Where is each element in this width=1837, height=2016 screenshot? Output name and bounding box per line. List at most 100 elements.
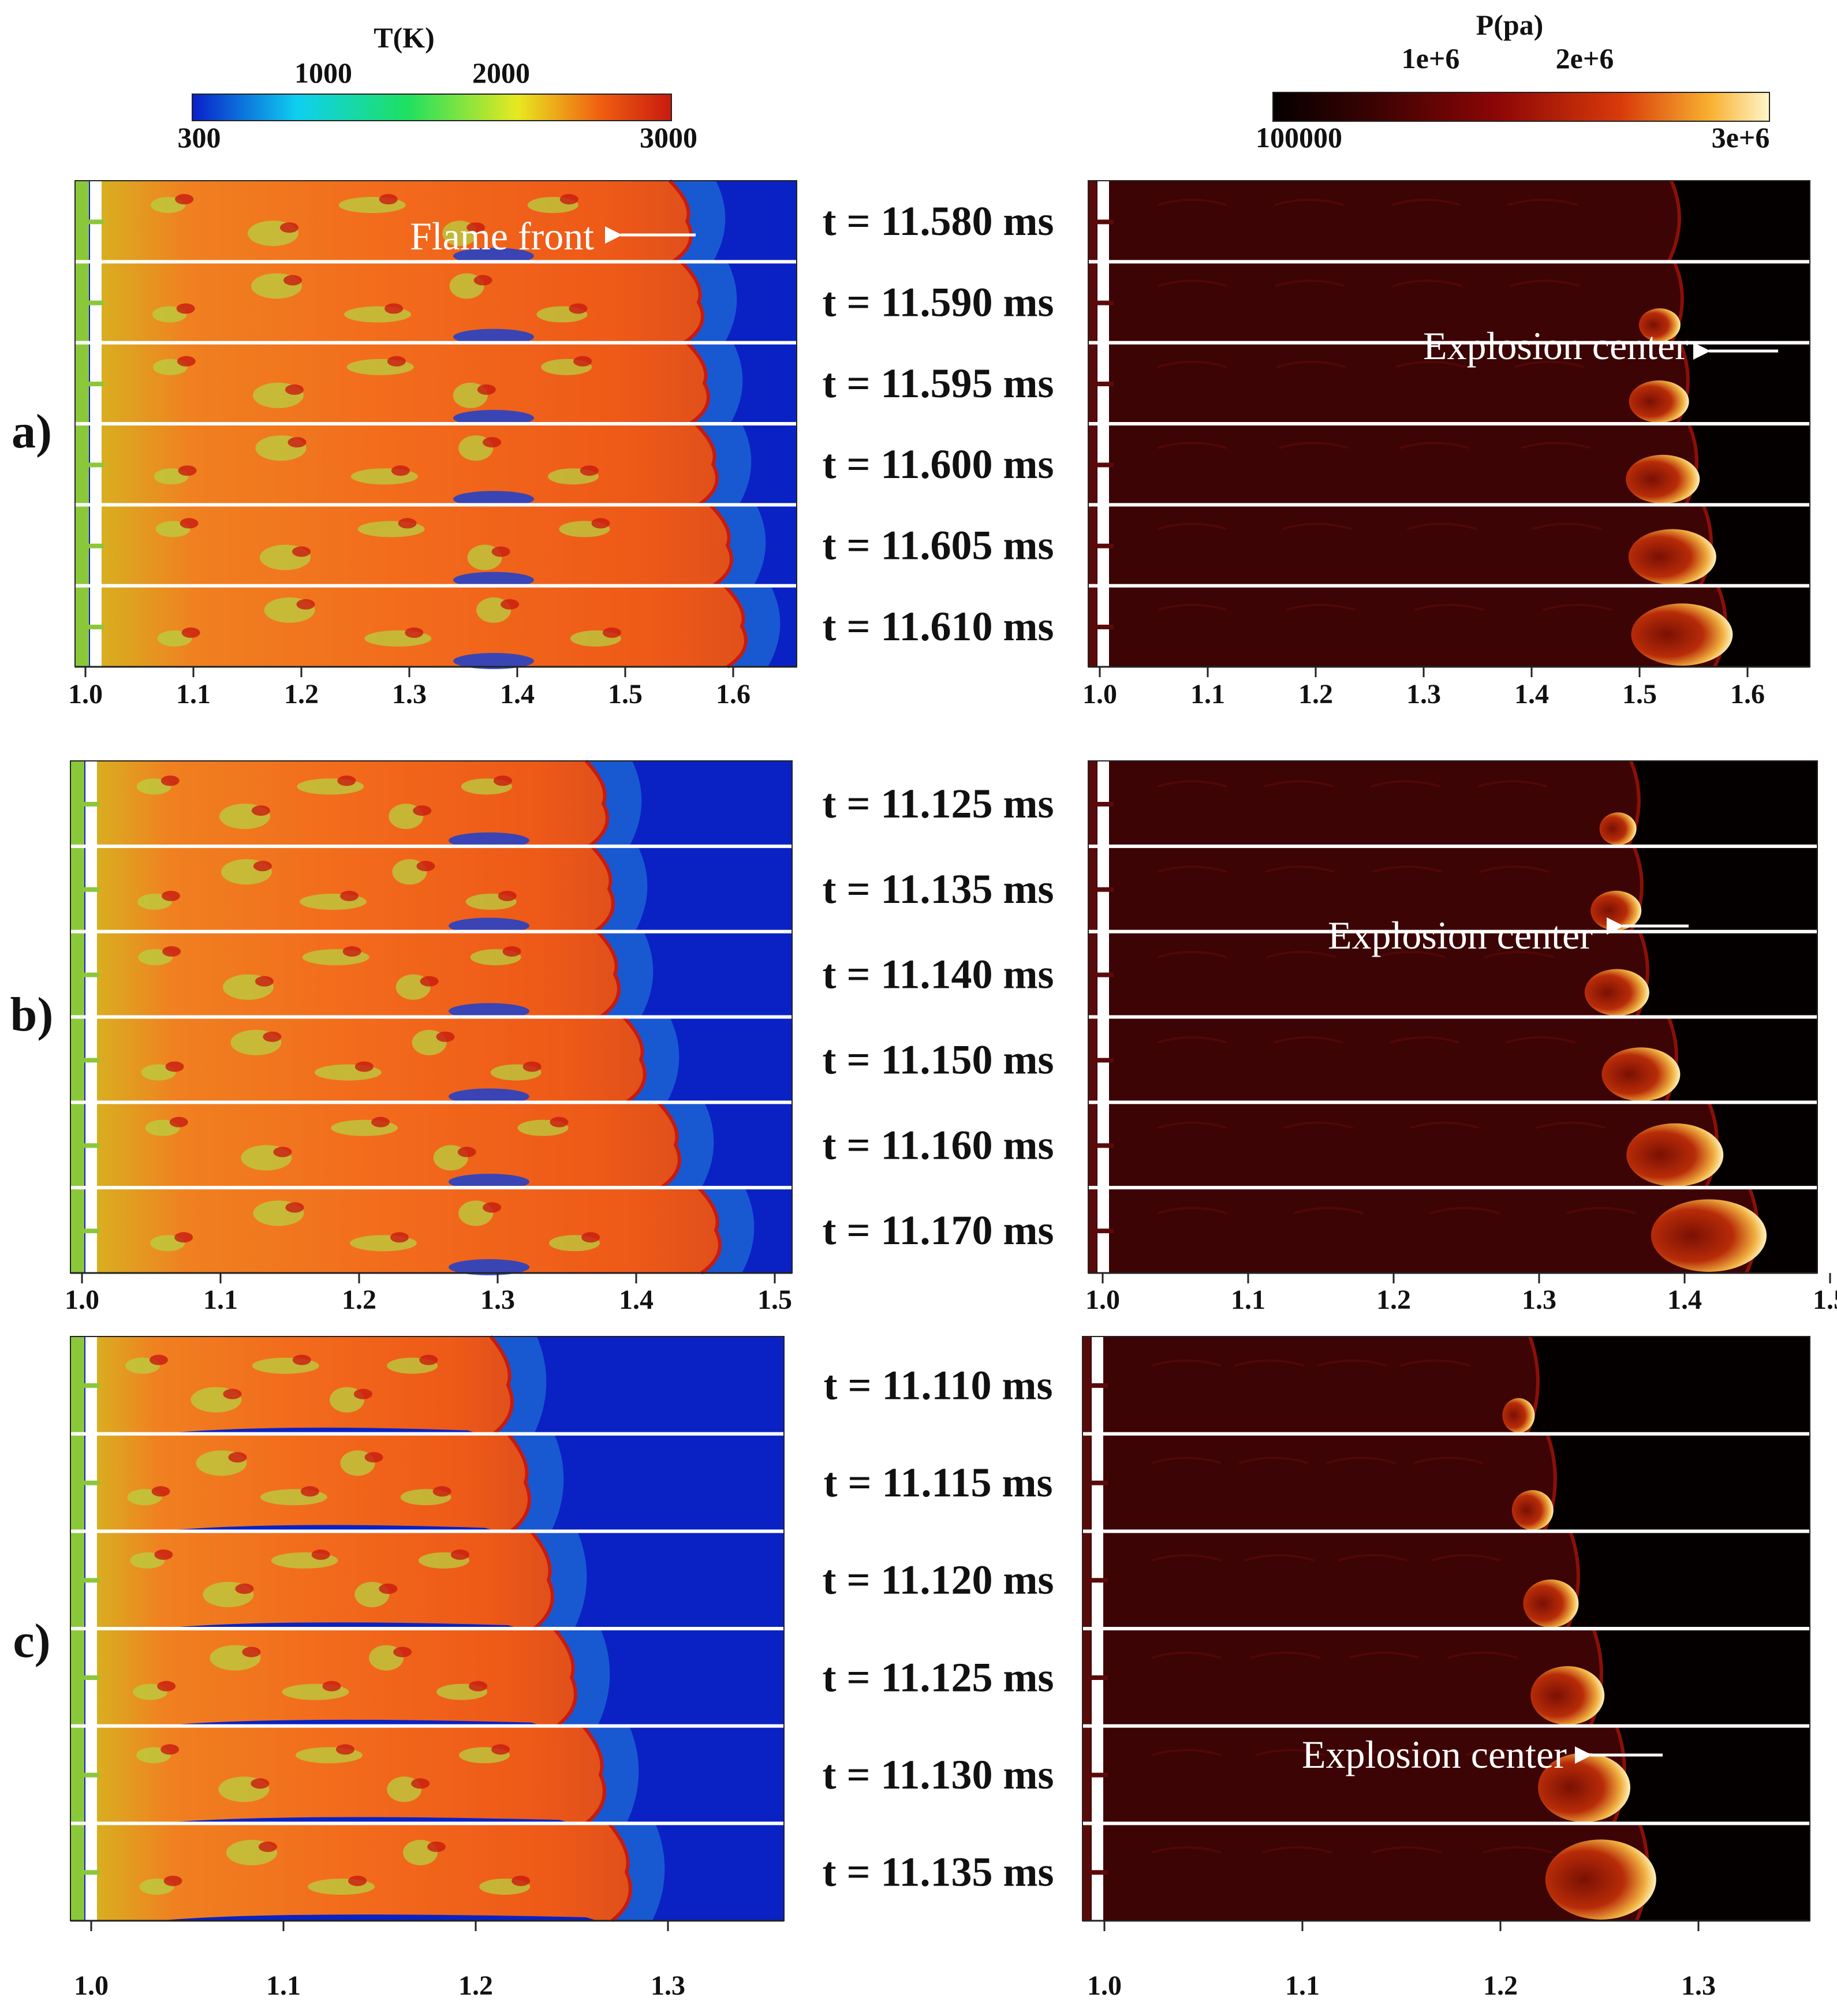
obstacle-bar — [76, 1870, 99, 1875]
burned-gas-region — [98, 181, 692, 262]
explosion-burst — [1628, 529, 1716, 585]
temperature-strip — [75, 503, 797, 588]
hot-eddy — [263, 1031, 282, 1042]
panel-label: c) — [13, 1614, 50, 1668]
burned-gas-region — [94, 1336, 513, 1434]
pressure-streak — [1360, 1749, 1431, 1757]
pressure-streak — [1157, 1036, 1227, 1044]
pressure-streak — [1521, 442, 1591, 450]
hot-eddy — [151, 1486, 170, 1497]
pressure-streak — [1157, 199, 1227, 207]
temperature-strip — [70, 844, 792, 934]
x-axis-pressure: 1.0 1.1 1.2 1.3 — [1082, 1920, 1810, 2001]
compressed-region — [1082, 1433, 1555, 1532]
explosion-burst — [1502, 1398, 1535, 1433]
pressure-streak — [1372, 1846, 1443, 1854]
obstacle-bar — [81, 219, 104, 225]
temperature-strip — [70, 759, 792, 849]
temperature-strip — [70, 1015, 792, 1105]
hot-eddy — [154, 1549, 173, 1560]
pressure-streak — [1276, 360, 1346, 368]
pressure-streak — [1157, 865, 1227, 873]
explosion-burst — [1599, 812, 1637, 845]
hot-eddy — [285, 384, 304, 395]
hot-eddy — [493, 775, 512, 786]
obstacle-bar — [76, 1058, 99, 1063]
compressed-region — [1088, 761, 1639, 846]
hot-eddy — [591, 518, 610, 529]
hot-eddy — [483, 437, 502, 448]
hot-eddy — [602, 627, 621, 638]
hot-eddy — [160, 775, 180, 786]
pressure-streak — [1371, 780, 1441, 788]
explosion-center-annotation: Explosion center — [1423, 324, 1688, 368]
time-label: t = 11.135 ms — [822, 1849, 1054, 1895]
pressure-streak — [1395, 360, 1466, 368]
hot-eddy — [419, 1354, 438, 1365]
hot-eddy — [559, 194, 578, 205]
pressure-streak — [1326, 1457, 1397, 1465]
hot-eddy — [160, 1744, 180, 1755]
pressure-streak — [1391, 199, 1461, 207]
explosion-center-annotation: Explosion center — [1328, 913, 1593, 957]
time-labels: t = 11.580 ms t = 11.590 ms t = 11.595 ms t… — [822, 198, 1054, 649]
pressure-streak — [1266, 951, 1336, 958]
temperature-strip — [75, 341, 797, 426]
pressure-streak — [1413, 1457, 1484, 1465]
tick-label: 1.5 — [1813, 1285, 1837, 1315]
flame-front-rim — [607, 1822, 632, 1922]
pressure-streak — [1285, 603, 1356, 611]
explosion-burst — [1590, 890, 1642, 931]
pressure-colorbar: P(pa) 1e+6 2e+6 100000 3e+6 — [1256, 9, 1770, 154]
hot-eddy — [398, 518, 417, 529]
pressure-streak — [1278, 442, 1349, 450]
tick-label: 1.1 — [266, 1970, 301, 2001]
time-label: t = 11.600 ms — [822, 441, 1054, 487]
pressure-streak — [1151, 1554, 1222, 1562]
temperature-strip — [70, 1432, 784, 1533]
obstacle-bar — [76, 1578, 99, 1583]
time-labels: t = 11.125 ms t = 11.135 ms t = 11.140 ms t… — [822, 781, 1054, 1253]
temperature-strip — [70, 1529, 784, 1630]
hot-eddy — [157, 1681, 176, 1692]
pressure-streak — [1389, 1036, 1460, 1044]
tick-label: 1.2 — [284, 679, 319, 710]
hot-eddy — [280, 222, 298, 233]
hot-eddy — [176, 303, 195, 314]
tick-label: 1.1 — [176, 679, 211, 710]
flame-front-rim — [596, 930, 621, 1018]
pressure-streak — [1375, 951, 1446, 958]
unburned-pocket — [449, 1259, 529, 1275]
temperature-strip — [70, 929, 792, 1020]
pressure-streak — [1157, 1207, 1227, 1215]
time-label: t = 11.140 ms — [822, 951, 1054, 998]
hot-eddy — [466, 222, 486, 233]
explosion-burst — [1651, 1199, 1767, 1272]
burned-gas-region — [94, 1102, 680, 1188]
hot-eddy — [175, 194, 194, 205]
hot-eddy — [522, 1061, 542, 1072]
hot-eddy — [353, 1388, 372, 1399]
pressure-streak — [1234, 1359, 1305, 1367]
obstacle-bar — [76, 972, 99, 977]
time-label: t = 11.160 ms — [822, 1122, 1054, 1168]
obstacle-bar — [1086, 1870, 1108, 1875]
pressure-streak — [1157, 442, 1227, 450]
hot-eddy — [178, 465, 197, 476]
flame-front-rim — [590, 845, 615, 934]
obstacle-bar — [76, 1675, 99, 1680]
tick-label: 1.3 — [1681, 1970, 1716, 2001]
pressure-strip — [1088, 180, 1810, 263]
hot-eddy — [223, 1388, 242, 1399]
pressure-strip — [1088, 341, 1810, 425]
obstacle-bar — [1092, 382, 1114, 387]
flame-front-rim — [668, 179, 693, 263]
obstacle-bar — [1092, 625, 1114, 630]
time-label: t = 11.130 ms — [822, 1752, 1054, 1798]
hot-eddy — [573, 356, 592, 367]
time-label: t = 11.580 ms — [822, 198, 1054, 244]
hot-eddy — [163, 1875, 182, 1886]
hot-eddy — [473, 275, 492, 286]
